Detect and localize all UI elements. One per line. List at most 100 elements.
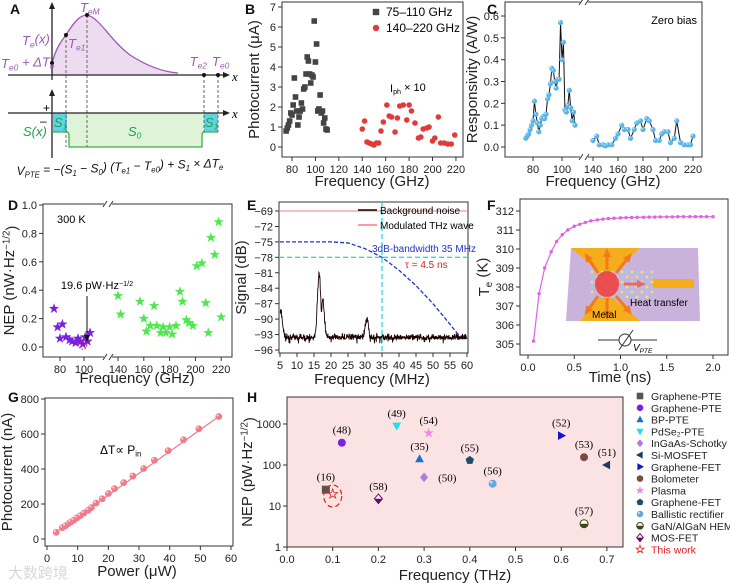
marker-highlight <box>89 505 92 508</box>
arrow-icon <box>49 89 55 96</box>
axis-break <box>580 0 588 5</box>
marker-sphere <box>646 118 652 124</box>
text-part: S <box>128 124 137 139</box>
lattice-atom <box>645 275 649 279</box>
subscript: PTE <box>640 348 653 355</box>
lattice-atom <box>590 275 594 279</box>
lattice-atom <box>640 290 644 294</box>
panel-label: E <box>247 197 256 213</box>
lattice-atom <box>630 285 634 289</box>
legend-label: Background noise <box>380 206 460 217</box>
marker-highlight <box>662 129 665 132</box>
data-point <box>711 215 715 219</box>
marker-sphere <box>590 137 596 144</box>
y-tick-label: −93 <box>254 330 273 342</box>
legend-label: 75–110 GHz <box>386 5 453 19</box>
marker-square <box>293 108 300 114</box>
lattice-atom <box>625 295 629 299</box>
data-point <box>537 291 541 296</box>
marker-highlight <box>668 140 671 143</box>
lattice-atom <box>620 270 624 274</box>
temperature-area <box>52 15 178 75</box>
marker-sphere <box>488 479 497 488</box>
marker-highlight <box>678 140 681 143</box>
marker-square <box>296 114 302 120</box>
label-s-x: S(x) <box>23 124 47 139</box>
marker-highlight <box>531 118 534 121</box>
marker-highlight <box>560 57 563 60</box>
point-dot <box>202 73 206 77</box>
legend-label: GaN/AlGaN HEMT <box>651 521 730 533</box>
marker-diamond <box>636 439 644 448</box>
reference-label: (49) <box>388 408 407 420</box>
marker-highlight <box>674 118 677 121</box>
data-point <box>542 266 547 270</box>
panel-label: H <box>247 389 257 405</box>
marker-highlight <box>81 510 84 514</box>
reference-label: (58) <box>369 481 388 493</box>
point-dot <box>50 61 54 65</box>
marker-sphere <box>120 479 128 487</box>
marker-sphere <box>690 133 696 139</box>
y-tick-label: −84 <box>254 283 273 295</box>
x-tick-label: 20 <box>102 553 114 565</box>
x-tick-label: 0.5 <box>567 362 582 374</box>
marker-sphere <box>537 122 543 128</box>
x-axis-title: Time (ns) <box>589 369 652 386</box>
plot-frame <box>42 203 233 358</box>
y-tick-label: 7 <box>270 2 276 14</box>
marker-square <box>284 125 291 131</box>
subscript: e1 <box>76 43 85 53</box>
lattice-atom <box>630 295 634 299</box>
y-tick-label: 0.4 <box>22 285 37 297</box>
y-tick-label: 0.3 <box>484 77 499 89</box>
panel-e: −69 −72 −75 −78 −81 −84 −87 −90 −93 −96 5 10 15 20 25 3… <box>233 197 476 388</box>
device-inset: Heat transfer Metal VPTE <box>566 248 700 355</box>
marker-highlight <box>548 81 551 84</box>
lattice-atom <box>600 295 604 299</box>
x-tick-label: 0.0 <box>520 362 535 374</box>
marker-circle <box>435 114 442 120</box>
marker-square <box>291 75 298 81</box>
y-tick-label: 0.2 <box>22 314 37 326</box>
lattice-atom <box>650 280 654 284</box>
y-tick-label: −90 <box>254 314 273 326</box>
y-tick-label: 0.0 <box>22 342 37 354</box>
text-part: NEP (pW·Hz <box>239 441 256 527</box>
marker-triangle-left <box>636 451 643 459</box>
legend-label: 140–220 GHz <box>386 21 460 35</box>
x-tick-label: 25 <box>342 360 354 372</box>
lattice-atom <box>645 285 649 289</box>
marker-square <box>302 84 308 90</box>
subscript: e2 <box>198 61 208 71</box>
y-tick-label: 0.6 <box>22 257 37 269</box>
lattice-atom <box>650 285 654 289</box>
heat-arrow <box>614 295 630 311</box>
marker-circle <box>380 119 387 125</box>
x-tick-label: 200 <box>423 164 441 176</box>
lattice-atom <box>620 290 624 294</box>
y-tick-label: 0 <box>270 142 276 154</box>
subscript: 1 <box>214 122 219 132</box>
x-tick-label: 0.6 <box>554 554 569 566</box>
legend-label: Graphene-PTE <box>651 391 722 403</box>
y-tick-label: 0.2 <box>484 98 499 110</box>
legend-label: BP-PTE <box>651 415 689 427</box>
marker-highlight <box>597 142 600 145</box>
y-tick-label: 10 <box>269 501 281 513</box>
data-point <box>704 215 709 219</box>
watermark: 大数跨境 <box>8 564 68 582</box>
marker-highlight <box>74 515 77 518</box>
x-tick-label: 0.4 <box>462 554 477 566</box>
marker-highlight <box>628 136 631 139</box>
marker-highlight <box>216 414 219 417</box>
marker-highlight <box>489 480 493 484</box>
data-point <box>549 250 553 254</box>
x-axis-title: Frequency (GHz) <box>545 173 660 190</box>
marker-circle <box>636 475 644 482</box>
lattice-atom <box>625 270 629 274</box>
x-tick-label: 120 <box>330 164 348 176</box>
marker-square <box>636 392 644 400</box>
lattice-atom <box>625 285 629 289</box>
marker-star-open <box>326 487 339 500</box>
